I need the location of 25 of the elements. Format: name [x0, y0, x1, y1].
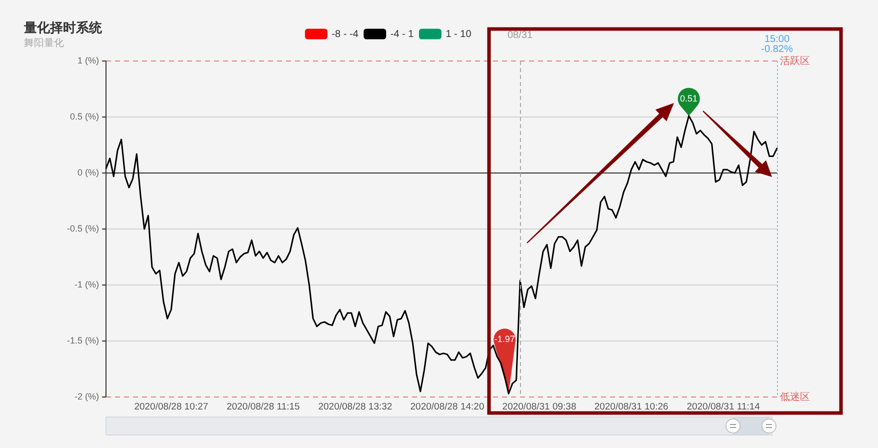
legend-label: -8 - -4 [332, 28, 359, 40]
ref-line-label: 低迷区 [780, 390, 810, 403]
y-tick-label: 0 (%) [77, 167, 99, 178]
y-tick-label: -0.5 (%) [66, 223, 99, 234]
x-tick-label: 2020/08/31 10:26 [594, 401, 668, 412]
x-tick-label: 2020/08/28 13:32 [318, 401, 392, 412]
legend-label: -4 - 1 [390, 28, 414, 40]
text: 15:00 -0.82% [761, 34, 793, 55]
y-tick-label: -2 (%) [74, 391, 99, 402]
data-label: -1.97 [494, 334, 515, 344]
y-tick-label: -1 (%) [74, 279, 99, 290]
x-tick-label: 2020/08/31 11:14 [686, 401, 760, 412]
chart-subtitle: 舞阳量化 [24, 38, 64, 50]
x-tick-label: 2020/08/28 10:27 [134, 401, 208, 412]
y-tick-label: -1.5 (%) [66, 335, 99, 346]
ref-line-label: 活跃区 [780, 54, 810, 67]
data-label: 0.51 [680, 93, 698, 104]
x-tick-label: 2020/08/31 09:38 [502, 401, 576, 412]
legend-label: 1 - 10 [446, 28, 472, 40]
x-tick-label: 2020/08/28 11:15 [226, 401, 300, 412]
y-tick-label: 0.5 (%) [70, 111, 99, 122]
chart-title: 量化择时系统 [24, 20, 102, 36]
y-tick-label: 1 (%) [77, 55, 99, 66]
text: 08/31 [507, 30, 533, 41]
x-tick-label: 2020/08/28 14:20 [410, 401, 484, 412]
